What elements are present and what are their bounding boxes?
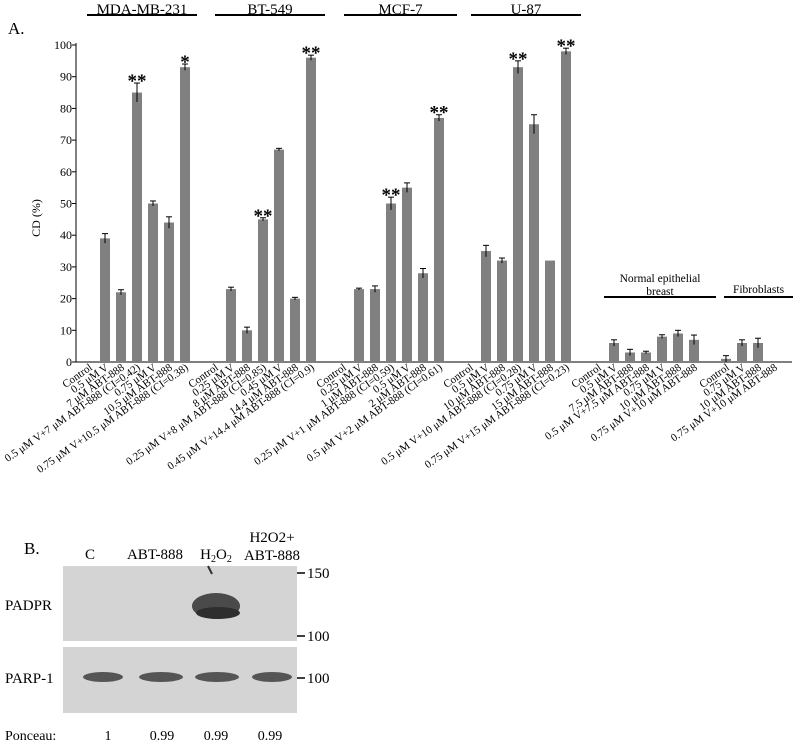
lane-label-h2o2: H2O2 [200, 547, 232, 565]
significance-label: ** [430, 103, 449, 124]
significance-label: ** [254, 206, 273, 227]
row-label-parp1: PARP-1 [5, 671, 54, 687]
bar [402, 187, 412, 362]
group-header-label: breast [646, 286, 674, 298]
bar [625, 352, 635, 362]
y-tick-label: 80 [60, 101, 72, 115]
marker-100b: 100 [307, 671, 330, 687]
lane-label-c: C [85, 547, 95, 563]
y-tick-label: 70 [60, 133, 72, 147]
panel-b-label: B. [24, 539, 40, 558]
y-tick-label: 10 [60, 323, 72, 337]
group-headers: MDA-MB-231 BT-549 MCF-7 U-87 Normal epitheli… [87, 2, 793, 298]
bar [609, 342, 619, 362]
bar [753, 342, 763, 362]
y-axis: 0 10 20 30 40 50 60 70 80 90 100 [54, 38, 792, 369]
bar-series: *************** [100, 36, 763, 363]
bar [354, 289, 364, 362]
y-axis-label: CD (%) [29, 199, 43, 237]
band-padpr-h2o2-core [196, 607, 240, 619]
bar [529, 124, 539, 362]
bar [657, 336, 667, 362]
y-tick-label: 50 [60, 197, 72, 211]
significance-label: ** [302, 43, 321, 64]
group-header-label: U-87 [511, 2, 542, 18]
bar [434, 117, 444, 362]
y-tick-label: 90 [60, 70, 72, 84]
y-tick-label: 60 [60, 165, 72, 179]
y-tick-label: 40 [60, 228, 72, 242]
bar [370, 289, 380, 362]
row-label-padpr: PADPR [5, 598, 52, 614]
bar [132, 92, 142, 363]
bar [148, 203, 158, 362]
blot-artifact [207, 565, 213, 575]
ponceau-value-h2o2-abt: 0.99 [258, 729, 283, 744]
bar [689, 339, 699, 362]
marker-100a: 100 [307, 629, 330, 645]
bar [673, 333, 683, 362]
lane-label-h2o2-abt-line1: H2O2+ [249, 530, 294, 546]
lane-label-h2o2-abt-line2: ABT-888 [244, 548, 300, 564]
significance-label: ** [509, 49, 528, 70]
group-header-label: Fibroblasts [733, 284, 785, 296]
bar [226, 289, 236, 362]
significance-label: ** [557, 36, 576, 57]
y-tick-label: 0 [66, 355, 72, 369]
blot-padpr [63, 566, 297, 641]
bar [497, 260, 507, 362]
bar [258, 219, 268, 362]
marker-150: 150 [307, 566, 330, 582]
bar [386, 203, 396, 362]
group-header-label: BT-549 [247, 2, 292, 18]
band-parp1-abt [139, 672, 183, 682]
band-parp1-c [83, 672, 123, 682]
bar [545, 260, 555, 362]
y-tick-label: 30 [60, 260, 72, 274]
band-parp1-h2o2 [195, 672, 239, 682]
bar [641, 352, 651, 362]
bar [737, 342, 747, 362]
group-header-label: Normal epithelial [620, 273, 701, 285]
group-header-label: MDA-MB-231 [97, 2, 188, 18]
bar [116, 292, 126, 362]
bar [561, 51, 571, 363]
significance-label: ** [128, 71, 147, 92]
y-tick-label: 100 [54, 38, 72, 52]
bar [418, 273, 428, 362]
significance-label: ** [382, 185, 401, 206]
bar [290, 298, 300, 362]
bar [242, 330, 252, 362]
bar [481, 251, 491, 362]
bar [164, 222, 174, 362]
bar [306, 57, 316, 363]
lane-label-abt: ABT-888 [127, 547, 183, 563]
bar [274, 149, 284, 362]
y-tick-label: 20 [60, 292, 72, 306]
significance-label: * [180, 52, 190, 73]
ponceau-value-h2o2: 0.99 [204, 729, 229, 744]
ponceau-value-c: 1 [105, 729, 112, 744]
panel-a-label: A. [8, 19, 25, 38]
group-header-label: MCF-7 [378, 2, 423, 18]
ponceau-label: Ponceau: [5, 729, 56, 744]
bar [513, 67, 523, 362]
bar [100, 238, 110, 362]
ponceau-value-abt: 0.99 [150, 729, 175, 744]
band-parp1-h2o2-abt [252, 672, 292, 682]
bar [180, 67, 190, 362]
